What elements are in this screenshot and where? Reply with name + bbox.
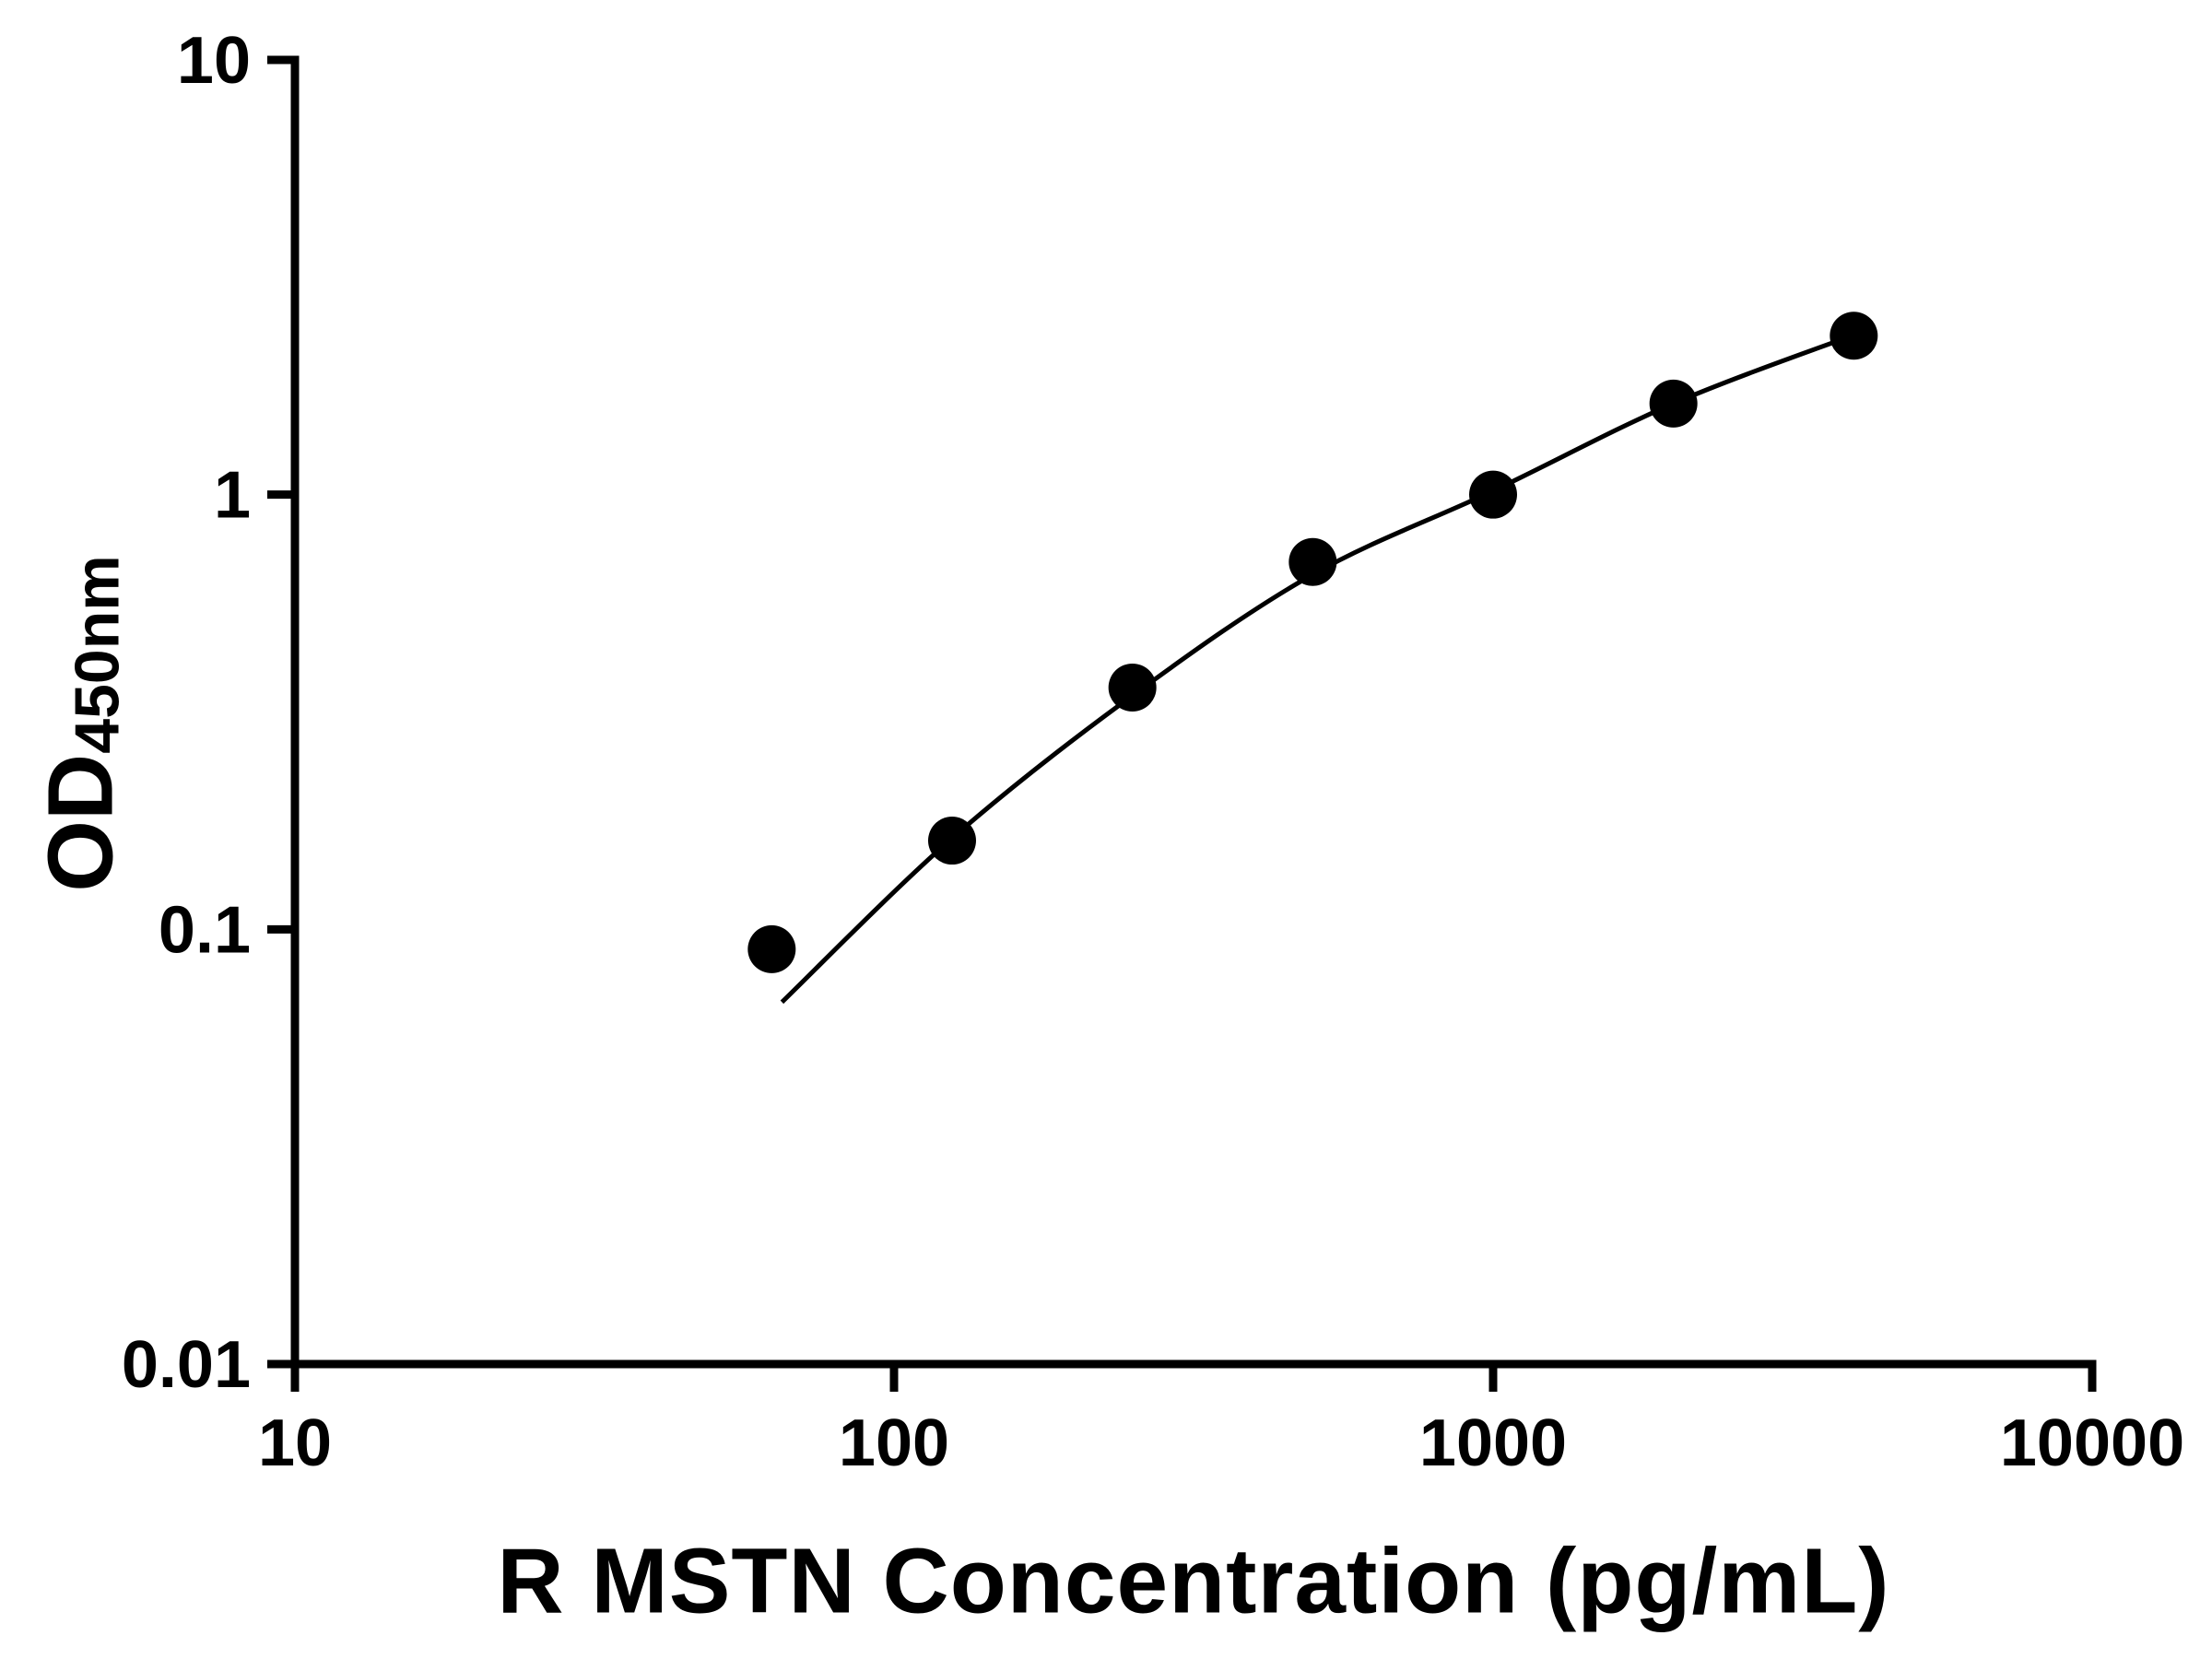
data-point	[1288, 537, 1337, 586]
data-point	[927, 817, 976, 865]
fit-curve	[780, 333, 1855, 1005]
y-tick-label: 0.1	[159, 893, 251, 967]
y-axis-title: OD450nm	[29, 555, 135, 891]
y-tick-label: 1	[214, 459, 251, 533]
x-tick-label: 1000	[1419, 1406, 1567, 1480]
x-tick-label: 10000	[2000, 1406, 2184, 1480]
x-tick-label: 10	[258, 1406, 332, 1480]
data-point	[1649, 379, 1698, 428]
y-tick-label: 0.01	[122, 1328, 251, 1402]
x-axis-title: R MSTN Concentration (pg/mL)	[497, 1529, 1890, 1633]
x-tick-label: 100	[839, 1406, 949, 1480]
data-point	[1830, 312, 1878, 360]
axes-spine	[290, 55, 2097, 1369]
data-point	[1469, 470, 1517, 519]
data-point	[747, 924, 796, 973]
data-point	[1108, 663, 1157, 712]
y-tick-label: 10	[177, 24, 251, 98]
y-axis-title-main: OD	[29, 753, 133, 892]
y-axis-title-subscript: 450nm	[62, 555, 133, 754]
